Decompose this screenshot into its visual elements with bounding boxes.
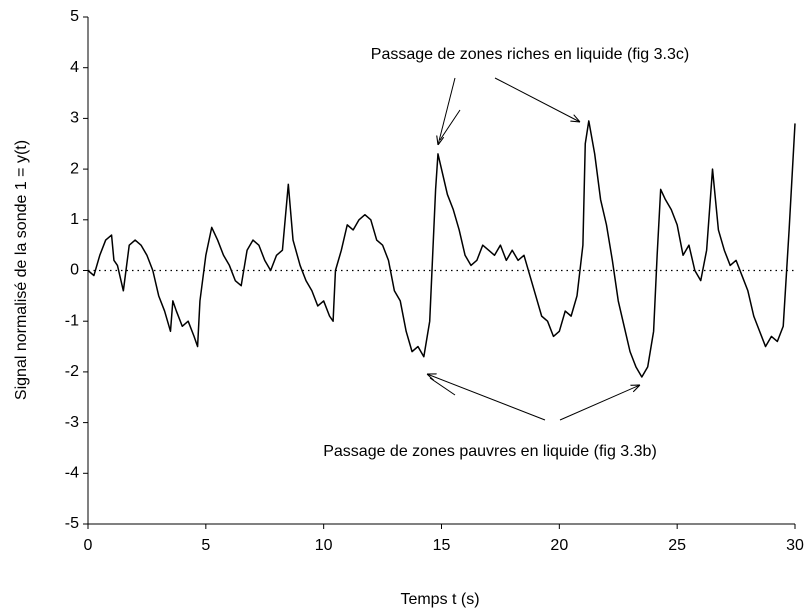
- y-tick-label: -5: [65, 515, 79, 532]
- annotation: Passage de zones riches en liquide (fig …: [371, 46, 689, 63]
- x-tick-label: 10: [315, 537, 333, 554]
- arrow: [439, 109, 461, 141]
- x-tick-label: 30: [786, 537, 804, 554]
- arrow: [494, 77, 580, 122]
- y-tick-label: -2: [65, 363, 79, 380]
- y-tick-label: 1: [70, 211, 79, 228]
- x-tick-label: 5: [201, 537, 210, 554]
- x-tick-label: 0: [84, 537, 93, 554]
- arrow: [559, 385, 640, 421]
- annotation: Passage de zones pauvres en liquide (fig…: [323, 443, 657, 460]
- x-tick-label: 20: [550, 537, 568, 554]
- y-tick-label: -4: [65, 465, 79, 482]
- x-axis-label: Temps t (s): [400, 591, 479, 608]
- arrow: [438, 77, 456, 145]
- arrow: [427, 374, 546, 421]
- y-tick-label: 0: [70, 262, 79, 279]
- y-tick-label: -3: [65, 414, 79, 431]
- y-tick-label: 5: [70, 8, 79, 25]
- y-tick-label: 2: [70, 160, 79, 177]
- signal-line: [87, 120, 796, 378]
- y-axis-label: Signal normalisé de la sonde 1 = y(t): [13, 140, 30, 400]
- y-tick-label: 4: [70, 59, 79, 76]
- annotation-arrows: [427, 77, 640, 421]
- x-tick-label: 25: [668, 537, 686, 554]
- arrow: [429, 377, 456, 396]
- x-tick-label: 15: [433, 537, 451, 554]
- y-tick-label: 3: [70, 110, 79, 127]
- y-tick-label: -1: [65, 312, 79, 329]
